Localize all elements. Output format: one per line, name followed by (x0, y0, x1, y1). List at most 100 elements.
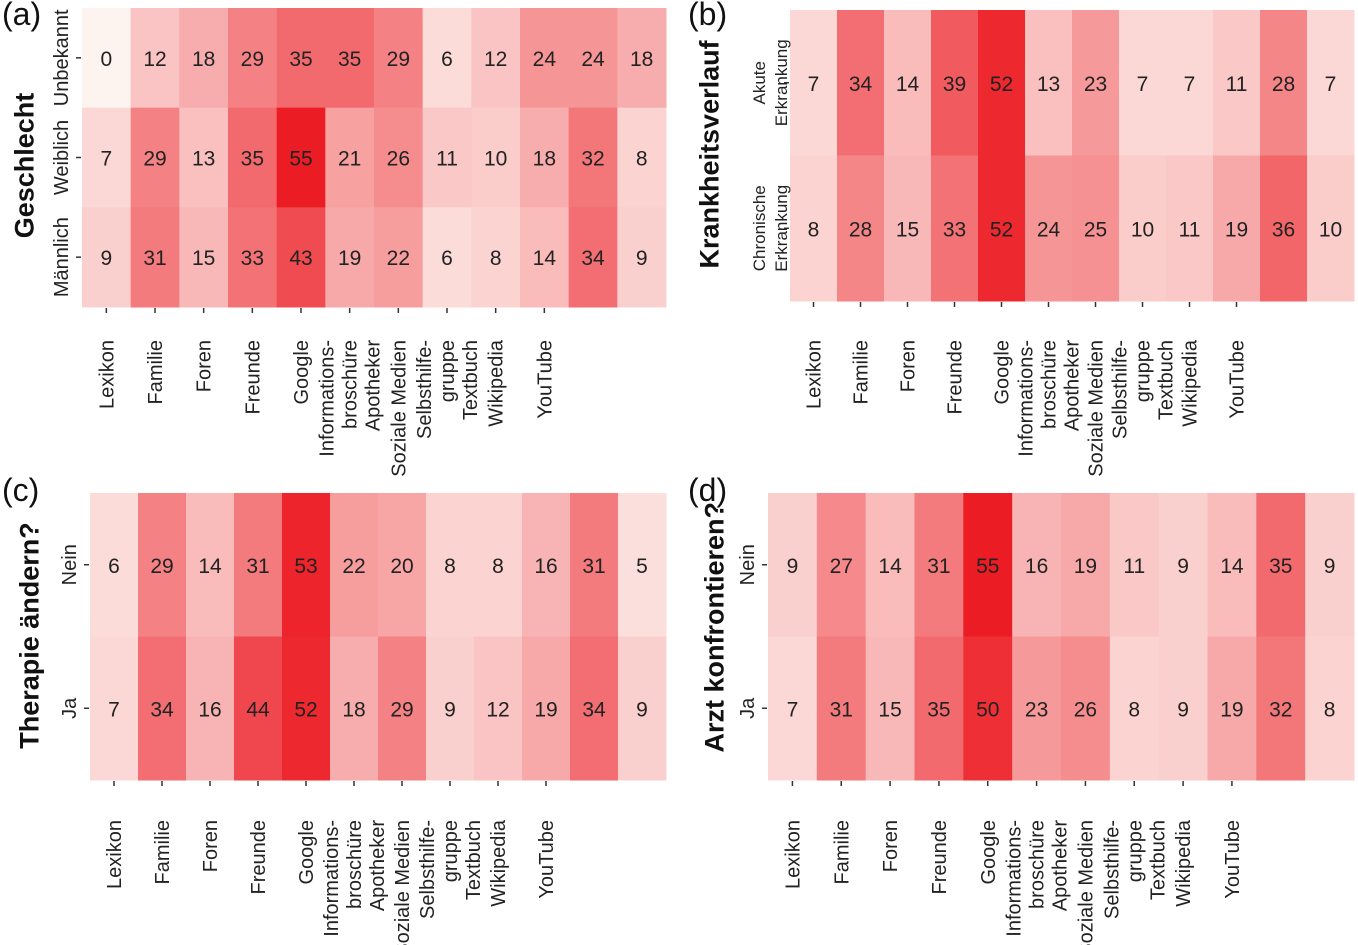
heat-cell (276, 8, 326, 109)
cell-value: 20 (390, 555, 413, 578)
heat-cell (330, 493, 379, 637)
heat-cell (1072, 10, 1120, 156)
heat-cell (790, 155, 838, 302)
cell-value: 29 (150, 555, 173, 578)
heat-cell (1260, 155, 1308, 302)
col-label-text: broschüre (340, 340, 362, 429)
cell-value: 9 (444, 698, 456, 721)
heat-cell (1109, 636, 1160, 781)
cell-value: 7 (108, 698, 120, 721)
heat-cell (1207, 493, 1257, 637)
cell-value: 7 (1325, 73, 1337, 96)
cell-value: 8 (444, 555, 456, 578)
cell-value: 9 (787, 555, 799, 578)
col-label-text: Foren (194, 340, 216, 392)
heat-cell (471, 8, 521, 109)
col-label-text: Foren (898, 340, 920, 392)
row-label-1: Ja (59, 697, 81, 719)
heat-cell (138, 493, 187, 637)
cell-value: 28 (849, 218, 872, 241)
col-label-text: Wikipedia (488, 819, 510, 907)
col-label-text: Google (992, 340, 1014, 405)
col-label-2: Foren (200, 820, 222, 872)
col-label-3: Freunde (945, 340, 967, 415)
heat-cell (816, 493, 867, 637)
heat-cell (618, 636, 667, 781)
cell-value: 25 (1084, 218, 1107, 241)
col-label-text: Selbsthilfe- (1101, 820, 1123, 919)
cell-value: 16 (534, 555, 557, 578)
col-label-text: Foren (880, 820, 902, 872)
cell-value: 21 (338, 148, 361, 171)
heat-cell (1072, 155, 1120, 302)
col-label-text: Textbuch (460, 340, 482, 420)
cell-value: 10 (1319, 218, 1342, 241)
cell-value: 10 (484, 148, 507, 171)
col-label-6: Soziale Medien (1086, 340, 1108, 477)
col-label-text: Informations- (317, 340, 339, 457)
panel-letter-c: (c) (2, 472, 40, 508)
heat-cell (837, 155, 885, 302)
heat-cell (276, 207, 326, 308)
cell-value: 6 (108, 555, 120, 578)
heat-cell (228, 107, 278, 208)
cell-value: 31 (582, 555, 605, 578)
heat-cell (914, 493, 964, 637)
cell-value: 8 (636, 148, 648, 171)
col-label-text: Soziale Medien (1075, 820, 1097, 945)
col-label-7: Selbsthilfe-gruppe Textbuch (414, 340, 482, 439)
cell-value: 35 (1269, 555, 1292, 578)
col-label-text: Informations- (321, 820, 343, 937)
col-label-3: Freunde (242, 340, 264, 415)
panel-letter-b: (b) (688, 0, 728, 32)
col-label-7: Selbsthilfe-gruppe Textbuch (417, 820, 485, 919)
heat-cell (471, 207, 521, 308)
cell-value: 35 (927, 698, 950, 721)
col-label-text: Lexikon (782, 820, 804, 889)
cell-value: 8 (490, 247, 502, 270)
row-label-0: Nein (59, 544, 81, 585)
heat-cell (865, 636, 915, 781)
heat-cell (1166, 155, 1214, 302)
heat-cell (90, 493, 139, 637)
heat-cell (1307, 155, 1355, 302)
row-label-1: Weiblich (51, 120, 73, 195)
col-label-text: gruppe (437, 340, 459, 402)
heat-cell (865, 493, 915, 637)
cell-value: 24 (581, 48, 605, 71)
cell-value: 19 (1074, 555, 1097, 578)
heat-cell (617, 8, 667, 109)
col-label-2: Foren (898, 340, 920, 392)
col-label-text: Textbuch (463, 820, 485, 900)
heat-cell (768, 636, 818, 781)
row-label-text: Nein (737, 544, 759, 585)
heat-cell (179, 8, 229, 109)
heat-cell (1305, 493, 1355, 637)
heat-cell (1260, 10, 1308, 156)
cell-value: 11 (436, 148, 458, 171)
heat-cell (426, 636, 475, 781)
col-label-text: Apotheker (1062, 340, 1084, 432)
row-label-text: Unbekannt (51, 9, 73, 106)
col-label-2: Foren (880, 820, 902, 872)
col-label-text: Informations- (1004, 820, 1026, 937)
cell-value: 14 (896, 73, 920, 96)
cell-value: 18 (533, 148, 556, 171)
heat-cell (1025, 10, 1073, 156)
row-label-text: Akute (750, 61, 769, 104)
cell-value: 23 (1084, 73, 1107, 96)
cell-value: 16 (198, 698, 221, 721)
heat-cell (422, 8, 472, 109)
heat-cell (1012, 493, 1062, 637)
col-label-text: Selbsthilfe- (414, 340, 436, 439)
col-label-7: Selbsthilfe-gruppe Textbuch (1110, 340, 1178, 439)
cell-value: 0 (100, 48, 112, 71)
cell-value: 11 (1226, 73, 1248, 96)
heat-cell (931, 10, 979, 156)
cell-value: 26 (387, 148, 410, 171)
col-label-4: Google (978, 820, 1000, 885)
col-label-text: Familie (152, 820, 174, 884)
heat-cell (1305, 636, 1355, 781)
cell-value: 52 (990, 73, 1013, 96)
heat-cell (1061, 493, 1111, 637)
